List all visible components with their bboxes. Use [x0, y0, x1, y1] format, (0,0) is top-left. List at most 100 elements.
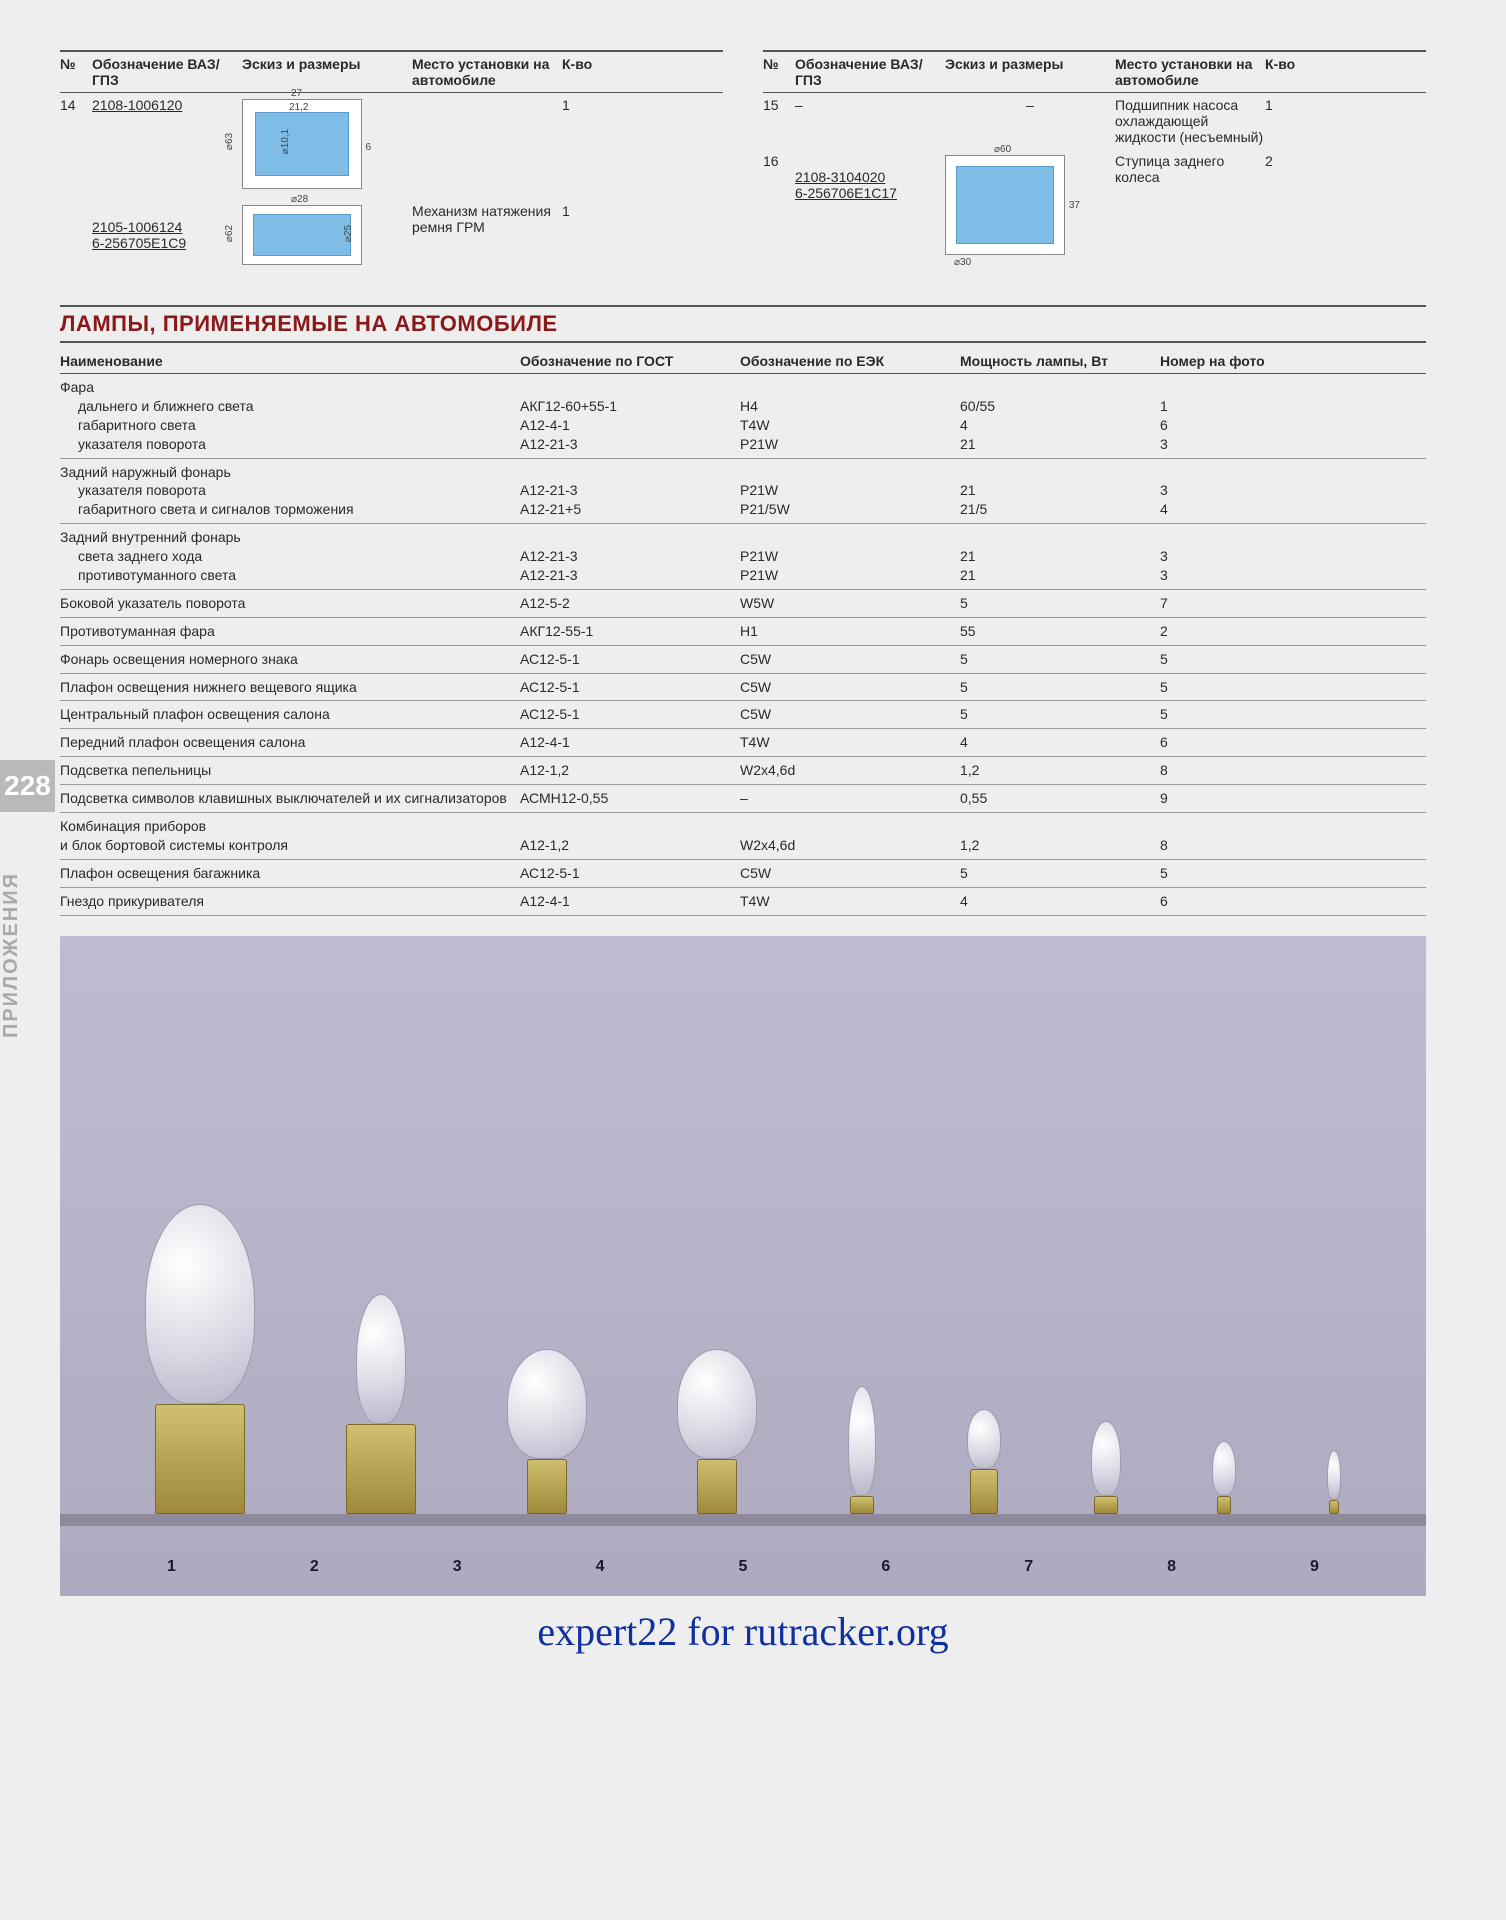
lamp-eek: T4W: [740, 733, 960, 752]
bearing-row: 2105-1006124 6-256705Е1С9 ⌀28 ⌀62 ⌀25 Ме…: [60, 199, 723, 275]
lamps-group-title: Задний наружный фонарь: [60, 463, 520, 482]
lamp-name: Центральный плафон освещения салона: [60, 705, 520, 724]
bulb: [1091, 1421, 1121, 1514]
lamps-row: габаритного света и сигналов торможенияА…: [60, 500, 1426, 519]
footer-credit: expert22 for rutracker.org: [60, 1608, 1426, 1655]
lamps-group-title: Комбинация приборов: [60, 817, 520, 836]
lamps-row: указателя поворотаА12-21-3P21W213: [60, 435, 1426, 454]
lamp-name: Противотуманная фара: [60, 622, 520, 641]
lamp-gost: АСМН12-0,55: [520, 789, 740, 808]
bearing-sketch: ⌀28 ⌀62 ⌀25: [242, 205, 362, 265]
lamp-power: 60/55: [960, 397, 1160, 416]
lamp-eek: C5W: [740, 864, 960, 883]
lamps-row: Фонарь освещения номерного знакаАС12-5-1…: [60, 650, 1426, 669]
bulbs-photo: 123456789: [60, 936, 1426, 1596]
lamp-name: света заднего хода: [60, 547, 520, 566]
lamps-row: Подсветка символов клавишных выключателе…: [60, 789, 1426, 808]
bulb: [848, 1386, 876, 1514]
lamp-photo: 6: [1160, 892, 1280, 911]
bulb-label: 8: [1167, 1558, 1176, 1576]
bearing-sketch: –: [945, 97, 1115, 113]
col-eek: Обозначение по ЕЭК: [740, 353, 960, 369]
lamp-power: 21/5: [960, 500, 1160, 519]
bearing-no: 14: [60, 97, 92, 113]
col-gost: Обозначение по ГОСТ: [520, 353, 740, 369]
lamps-group: Боковой указатель поворотаА12-5-2W5W57: [60, 590, 1426, 618]
lamp-photo: 8: [1160, 761, 1280, 780]
page-number: 228: [0, 760, 55, 812]
lamp-name: габаритного света: [60, 416, 520, 435]
bearing-designation: 2108-1006120: [92, 97, 242, 113]
dim-label: ⌀60: [994, 144, 1011, 155]
lamp-gost: А12-5-2: [520, 594, 740, 613]
lamps-row: указателя поворотаА12-21-3P21W213: [60, 481, 1426, 500]
bearing-qty: 2: [1265, 153, 1305, 169]
lamp-gost: А12-1,2: [520, 836, 740, 855]
lamps-group: Фарадальнего и ближнего светаАКГ12-60+55…: [60, 374, 1426, 459]
dim-label: ⌀28: [291, 194, 308, 205]
lamp-eek: W5W: [740, 594, 960, 613]
lamp-photo: 8: [1160, 836, 1280, 855]
lamp-gost: А12-21-3: [520, 435, 740, 454]
lamp-power: 1,2: [960, 761, 1160, 780]
lamps-row: противотуманного светаА12-21-3P21W213: [60, 566, 1426, 585]
dim-label: ⌀25: [343, 225, 354, 242]
lamps-row: габаритного светаА12-4-1T4W46: [60, 416, 1426, 435]
lamp-gost: А12-4-1: [520, 892, 740, 911]
lamps-group: Плафон освещения багажникаАС12-5-1C5W55: [60, 860, 1426, 888]
lamp-power: 5: [960, 594, 1160, 613]
lamp-eek: H4: [740, 397, 960, 416]
lamp-eek: P21W: [740, 547, 960, 566]
col-name: Наименование: [60, 353, 520, 369]
lamps-group: Противотуманная фараАКГ12-55-1H1552: [60, 618, 1426, 646]
lamp-power: 5: [960, 864, 1160, 883]
lamps-group: Гнездо прикуривателяА12-4-1T4W46: [60, 888, 1426, 916]
col-designation: Обозначение ВАЗ/ГПЗ: [92, 56, 242, 88]
col-sketch: Эскиз и размеры: [945, 56, 1115, 88]
bulb: [145, 1204, 255, 1514]
dim-label: ⌀62: [224, 225, 235, 242]
lamp-power: 1,2: [960, 836, 1160, 855]
col-place: Место установки на автомобиле: [1115, 56, 1265, 88]
bulb: [1212, 1441, 1236, 1514]
col-qty: К-во: [562, 56, 602, 88]
lamp-eek: P21W: [740, 435, 960, 454]
lamp-name: указателя поворота: [60, 435, 520, 454]
lamp-photo: 2: [1160, 622, 1280, 641]
lamp-gost: А12-1,2: [520, 761, 740, 780]
lamps-row: Подсветка пепельницыА12-1,2W2x4,6d1,28: [60, 761, 1426, 780]
lamp-gost: АКГ12-55-1: [520, 622, 740, 641]
lamps-group: Плафон освещения нижнего вещевого ящикаА…: [60, 674, 1426, 702]
lamps-row: Центральный плафон освещения салонаАС12-…: [60, 705, 1426, 724]
lamp-power: 21: [960, 547, 1160, 566]
lamp-power: 21: [960, 481, 1160, 500]
bulb: [677, 1349, 757, 1514]
lamp-name: указателя поворота: [60, 481, 520, 500]
lamp-photo: 3: [1160, 435, 1280, 454]
bulb-label: 4: [596, 1558, 605, 1576]
lamp-gost: А12-21+5: [520, 500, 740, 519]
bearings-header: № Обозначение ВАЗ/ГПЗ Эскиз и размеры Ме…: [763, 50, 1426, 93]
section-title: ЛАМПЫ, ПРИМЕНЯЕМЫЕ НА АВТОМОБИЛЕ: [60, 305, 1426, 343]
lamp-name: Плафон освещения багажника: [60, 864, 520, 883]
lamp-power: 21: [960, 435, 1160, 454]
lamp-photo: 1: [1160, 397, 1280, 416]
lamp-name: Гнездо прикуривателя: [60, 892, 520, 911]
lamp-photo: 7: [1160, 594, 1280, 613]
lamps-group: Задний внутренний фонарьсвета заднего хо…: [60, 524, 1426, 590]
bearing-row: 16 2108-3104020 6-256706Е1С17 ⌀60 37 ⌀30…: [763, 149, 1426, 265]
bulb-label: 7: [1024, 1558, 1033, 1576]
lamp-photo: 3: [1160, 566, 1280, 585]
lamp-name: Передний плафон освещения салона: [60, 733, 520, 752]
lamp-name: Боковой указатель поворота: [60, 594, 520, 613]
lamp-gost: АС12-5-1: [520, 864, 740, 883]
lamp-power: 21: [960, 566, 1160, 585]
lamps-group: Передний плафон освещения салонаА12-4-1T…: [60, 729, 1426, 757]
lamp-photo: 3: [1160, 547, 1280, 566]
bulb: [1327, 1450, 1341, 1514]
lamp-name: Подсветка символов клавишных выключателе…: [60, 789, 520, 808]
dim-label: ⌀30: [954, 257, 971, 268]
lamps-body: Фарадальнего и ближнего светаАКГ12-60+55…: [60, 374, 1426, 916]
lamp-power: 4: [960, 416, 1160, 435]
lamp-eek: C5W: [740, 650, 960, 669]
